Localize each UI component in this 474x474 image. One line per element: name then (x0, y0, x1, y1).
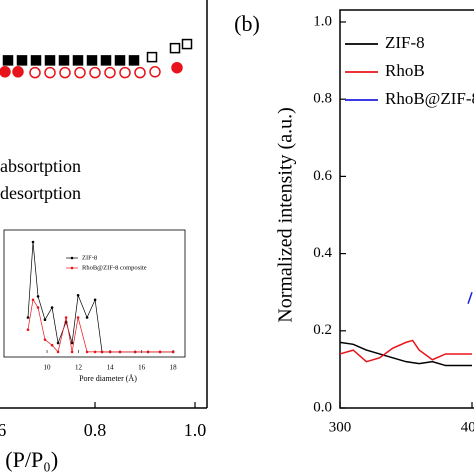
point (158, 350, 162, 354)
point (64, 316, 68, 319)
y-axis-label: Normalized intensity (a.u.) (275, 107, 297, 323)
point (146, 350, 150, 354)
y-tick-label: 1.0 (313, 13, 332, 29)
point (16, 55, 28, 66)
point (50, 343, 54, 347)
legend-label: RhoB@ZIF-8 (385, 89, 474, 108)
point (118, 350, 122, 354)
point (146, 51, 158, 63)
line (339, 339, 472, 363)
legend-label: absortption (0, 156, 81, 176)
point (89, 66, 101, 79)
point (58, 55, 70, 66)
point (93, 350, 97, 354)
x-tick-label: 0.8 (84, 420, 107, 440)
point (44, 55, 56, 66)
point (43, 318, 47, 322)
legend-swatch (70, 256, 74, 260)
point (169, 42, 181, 54)
y-tick-label: 0.2 (313, 322, 332, 338)
x-tick-label: 18 (170, 364, 178, 372)
line (27, 298, 174, 353)
point (36, 295, 40, 298)
point (26, 316, 30, 319)
point (56, 350, 60, 354)
y-tick-label: 0.8 (313, 91, 332, 107)
x-tick-label: 10 (44, 364, 52, 372)
point (29, 66, 41, 79)
legend-label: ZIF-8 (82, 254, 97, 261)
point (12, 66, 24, 78)
point (149, 66, 161, 78)
x-tick-label: 14 (107, 364, 115, 372)
point (72, 55, 84, 66)
y-tick-label: 0.4 (313, 245, 332, 261)
point (100, 350, 104, 354)
point (30, 55, 42, 66)
point (36, 306, 40, 309)
x-tick-label: 0.6 (0, 420, 6, 440)
point (108, 350, 112, 354)
point (76, 316, 80, 319)
point (26, 328, 30, 332)
x-tick-label: 1.0 (184, 420, 207, 440)
point (171, 61, 183, 74)
legend-swatch (70, 266, 74, 270)
point (181, 38, 193, 50)
point (134, 66, 146, 79)
point (128, 55, 140, 66)
point (2, 55, 14, 66)
point (114, 55, 126, 66)
x-tick-label: 16 (138, 364, 146, 372)
panel-label: (b) (234, 11, 260, 36)
point (56, 341, 60, 345)
x-tick-label: 300 (329, 419, 352, 435)
point (100, 55, 112, 66)
line (467, 291, 473, 305)
legend-label: desortption (0, 183, 81, 203)
inset-frame (3, 229, 186, 358)
point (133, 350, 137, 354)
legend-label: ZIF-8 (385, 33, 425, 52)
point (119, 66, 131, 79)
x-tick-label: 400 (461, 419, 474, 435)
point (74, 66, 86, 79)
point (43, 338, 47, 341)
point (86, 55, 98, 66)
point (31, 240, 35, 244)
x-axis-label: Pore diameter (Å) (79, 374, 137, 383)
point (44, 66, 56, 79)
point (93, 298, 97, 302)
y-tick-label: 0.6 (313, 168, 332, 184)
line (339, 341, 472, 367)
point (50, 306, 54, 309)
y-tick-label: 0.0 (313, 399, 332, 415)
point (59, 66, 71, 79)
point (76, 294, 80, 297)
point (70, 350, 74, 354)
point (104, 66, 116, 79)
right-frame (339, 9, 474, 409)
point (70, 341, 74, 345)
point (85, 316, 89, 319)
point (171, 350, 175, 354)
legend-label: RhoB@ZIF-8 composite (82, 264, 147, 271)
x-tick-label: 12 (75, 364, 83, 372)
x-axis-label: e (P/P₀) (0, 447, 58, 472)
point (31, 298, 35, 302)
point (85, 350, 89, 354)
point (0, 66, 11, 78)
legend-label: RhoB (385, 61, 425, 80)
